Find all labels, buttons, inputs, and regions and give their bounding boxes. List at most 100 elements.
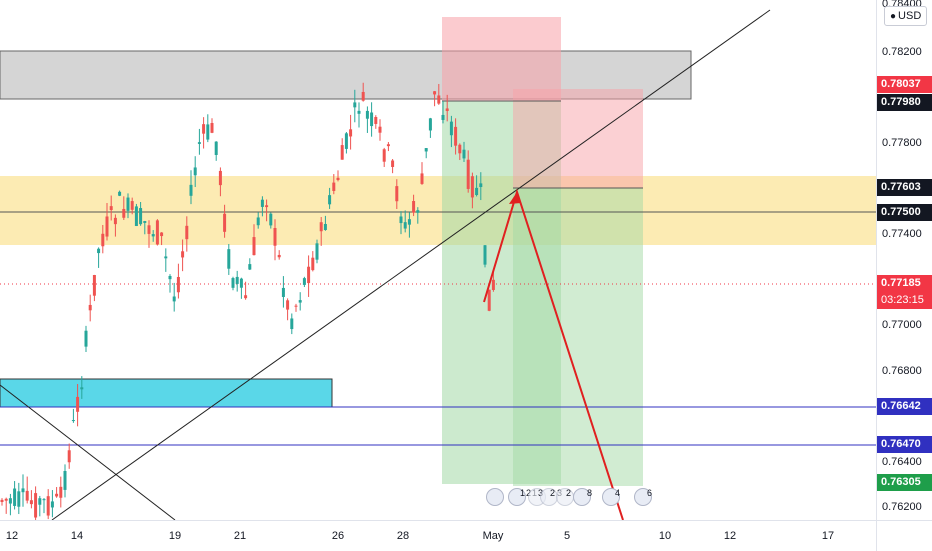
currency-label: USD: [898, 10, 922, 22]
event-count: 8: [587, 488, 593, 498]
candle-body: [38, 498, 42, 505]
event-flag-icon[interactable]: [486, 488, 504, 506]
candle-body: [349, 129, 353, 137]
candle-body: [420, 173, 424, 184]
candle-body: [4, 498, 8, 501]
candle-body: [407, 219, 411, 225]
candle-body: [92, 275, 96, 296]
candle-body: [172, 296, 176, 302]
chart-canvas[interactable]: [0, 0, 876, 520]
candle-body: [433, 91, 437, 95]
event-flag-icon[interactable]: [508, 488, 526, 506]
currency-selector[interactable]: ● USD: [884, 6, 928, 26]
candle-body: [113, 217, 117, 225]
candle-body: [88, 304, 92, 311]
candle-body: [42, 499, 46, 501]
time-tick: 10: [658, 530, 672, 542]
candle-body: [323, 223, 327, 230]
candle-body: [302, 278, 306, 285]
candle-body: [437, 95, 441, 104]
chart-area[interactable]: [0, 0, 876, 520]
candle-body: [403, 222, 407, 229]
price-tick: 0.76400: [882, 456, 922, 468]
candle-body: [239, 278, 243, 288]
candle-body: [374, 117, 378, 124]
candle-body: [210, 123, 214, 133]
candle-body: [441, 114, 445, 120]
price-tick: 0.76800: [882, 365, 922, 377]
candle-body: [235, 276, 239, 284]
event-count: 2: [550, 488, 556, 498]
candle-body: [294, 305, 298, 307]
event-count: 2: [566, 488, 572, 498]
event-count: 1: [520, 488, 526, 498]
candle-body: [139, 208, 143, 225]
candle-body: [0, 499, 4, 502]
candle-body: [260, 199, 264, 207]
candle-body: [8, 498, 12, 504]
price-label-current: 0.77185: [877, 275, 932, 292]
candle-body: [244, 295, 248, 299]
candle-body: [470, 176, 474, 198]
candle-body: [67, 450, 71, 463]
candle-body: [361, 91, 365, 101]
candle-body: [197, 142, 201, 144]
price-label-line-1: 0.76642: [877, 398, 932, 415]
candle-body: [454, 126, 458, 146]
candle-body: [214, 141, 218, 155]
candle-body: [336, 177, 340, 181]
candle-body: [458, 144, 462, 154]
candle-body: [55, 493, 59, 497]
event-flag-icon[interactable]: [573, 488, 591, 506]
candle-body: [340, 145, 344, 160]
stop-loss-box: [513, 89, 643, 188]
lock-icon: ●: [890, 11, 897, 22]
candle-body: [386, 144, 390, 147]
candle-body: [428, 118, 432, 131]
stop-loss-box: [442, 17, 561, 101]
candle-body: [449, 121, 453, 136]
candle-body: [164, 256, 168, 259]
price-label-top-zone: 0.77980: [877, 94, 932, 111]
candle-body: [307, 266, 311, 284]
trend-line: [0, 384, 176, 520]
candle-body: [63, 470, 67, 490]
candle-body: [80, 387, 84, 390]
candle-body: [382, 149, 386, 162]
time-axis[interactable]: 12 14 19 21 26 28 May 5 10 12 17: [0, 520, 876, 551]
candle-body: [475, 187, 479, 196]
candle-body: [147, 225, 151, 234]
candle-body: [118, 191, 122, 196]
candle-body: [21, 488, 25, 493]
candle-body: [25, 490, 29, 501]
countdown-label: 03:23:15: [877, 292, 932, 309]
candle-body: [122, 208, 126, 218]
candle-body: [84, 330, 88, 347]
event-flag-icon[interactable]: [634, 488, 652, 506]
event-flag-icon[interactable]: [556, 488, 574, 506]
candle-body: [424, 148, 428, 152]
candle-body: [256, 217, 260, 226]
candle-body: [97, 248, 101, 254]
take-profit-box: [513, 188, 643, 486]
candle-body: [202, 124, 206, 134]
price-tick: 0.77800: [882, 137, 922, 149]
price-label-line-2: 0.76470: [877, 436, 932, 453]
price-label-zone-mid: 0.77500: [877, 204, 932, 221]
candle-body: [13, 488, 17, 506]
candle-body: [181, 251, 185, 258]
trend-line: [51, 9, 771, 520]
candle-body: [29, 500, 33, 505]
candle-body: [227, 249, 231, 269]
time-tick: 19: [168, 530, 182, 542]
candle-body: [101, 233, 105, 247]
candle-body: [248, 264, 252, 270]
price-axis[interactable]: 0.78400 0.78200 0.77800 0.77400 0.77000 …: [876, 0, 932, 520]
event-flag-icon[interactable]: [602, 488, 620, 506]
candle-body: [378, 126, 382, 133]
candle-body: [445, 108, 449, 111]
time-tick: 21: [233, 530, 247, 542]
candle-body: [479, 183, 483, 188]
price-label-resistance: 0.78037: [877, 76, 932, 93]
candle-body: [46, 496, 50, 516]
